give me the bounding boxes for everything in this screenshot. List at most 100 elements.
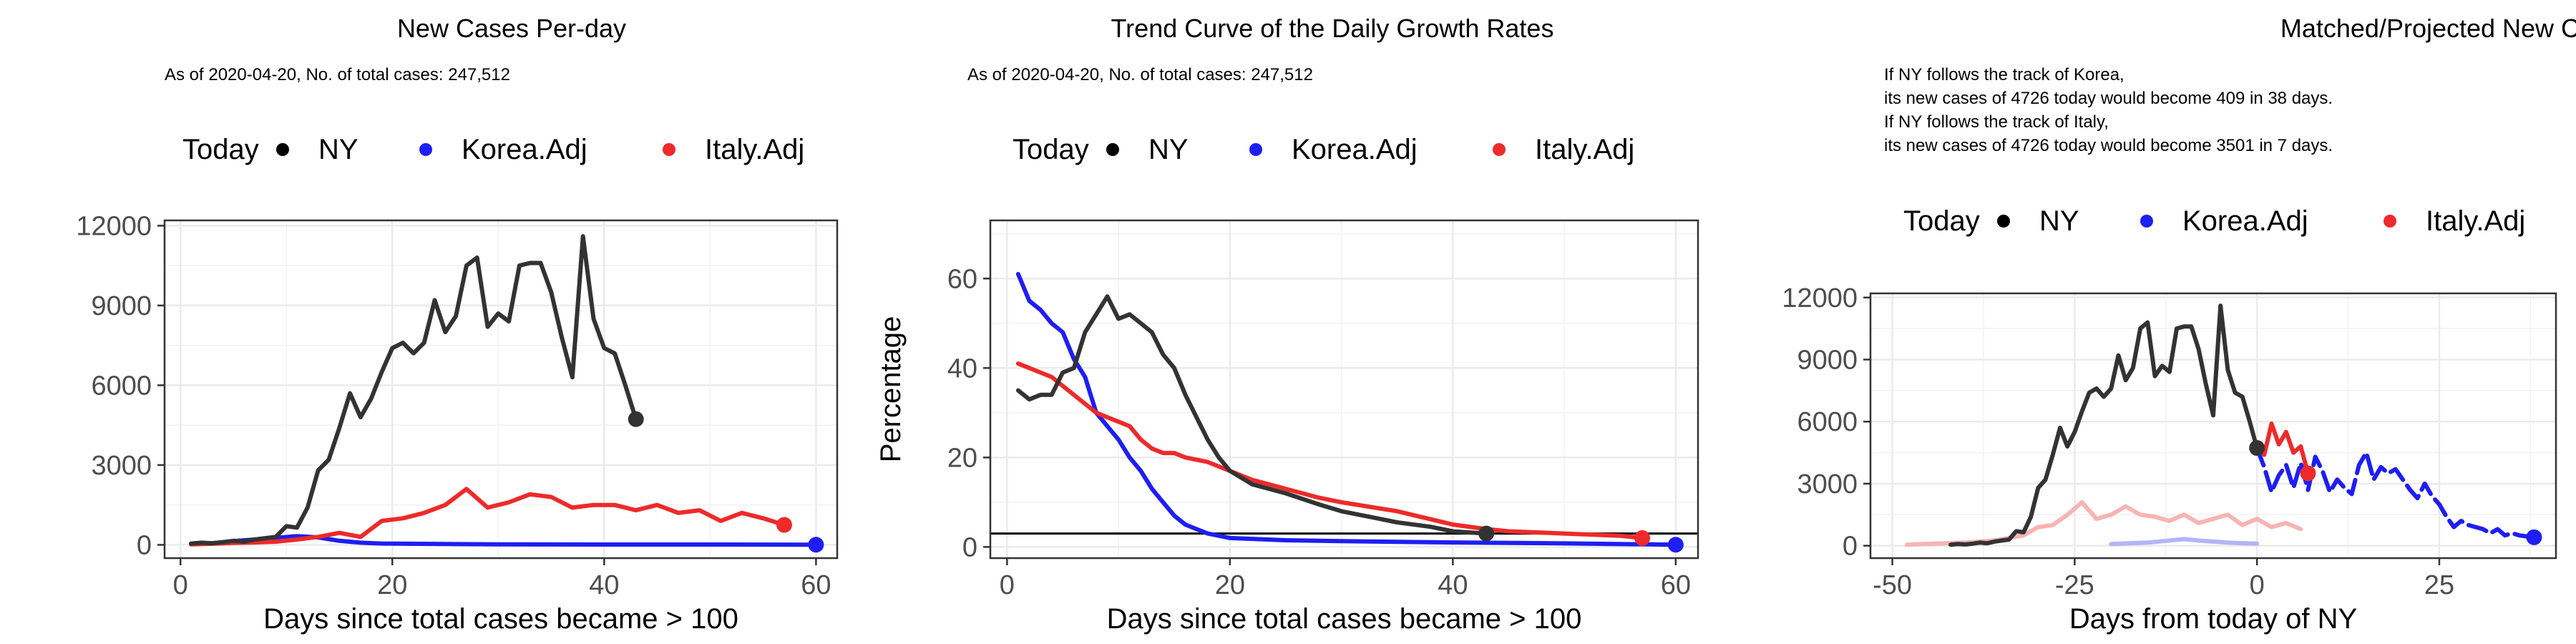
y-tick-label: 9000 bbox=[91, 291, 152, 321]
y-tick-label: 6000 bbox=[1797, 407, 1858, 437]
y-tick-label: 0 bbox=[137, 530, 152, 560]
series-line-korea-adj bbox=[1015, 272, 1678, 547]
legend-key-korea-adj bbox=[419, 143, 432, 156]
legend-title: Today bbox=[1013, 134, 1089, 165]
y-tick-label: 9000 bbox=[1797, 346, 1858, 376]
x-tick-label: 40 bbox=[589, 570, 619, 600]
chart-growth-rates: Trend Curve of the Daily Growth Rates As … bbox=[875, 14, 1699, 635]
chart-panel-new-cases: New Cases Per-day As of 2020-04-20, No. o… bbox=[0, 0, 859, 644]
x-axis-title: Days since total cases became > 100 bbox=[263, 603, 738, 635]
chart-subtitle-line: its new cases of 4726 today would become… bbox=[1884, 136, 2333, 155]
today-point-italy-adj bbox=[776, 517, 792, 533]
series-line-ny bbox=[1015, 294, 1489, 536]
y-axis: 0 20 40 60 bbox=[947, 264, 990, 562]
legend-label: Italy.Adj bbox=[705, 134, 804, 165]
x-tick-label: -50 bbox=[1873, 570, 1912, 600]
chart-projected-cases: Matched/Projected New Cases Per-day If NY… bbox=[1782, 14, 2576, 635]
y-tick-label: 60 bbox=[947, 264, 977, 294]
x-tick-label: 0 bbox=[1000, 570, 1015, 600]
today-point-korea-adj bbox=[1667, 537, 1684, 553]
series-line-italy-adj-matched bbox=[1905, 500, 2303, 547]
gridlines bbox=[165, 220, 837, 558]
series-line-ny bbox=[1948, 303, 2260, 547]
legend-key-italy-adj bbox=[1493, 143, 1506, 156]
legend: Today NY Korea.Adj Italy.Adj bbox=[182, 134, 804, 165]
series-line-ny bbox=[189, 234, 638, 546]
series-line-italy-adj bbox=[2255, 421, 2311, 476]
today-point-ny bbox=[628, 411, 644, 427]
x-tick-label: 20 bbox=[377, 570, 407, 600]
series-lines bbox=[189, 234, 819, 547]
y-tick-label: 20 bbox=[947, 443, 977, 473]
chart-subtitle-line: As of 2020-04-20, No. of total cases: 24… bbox=[165, 65, 510, 84]
legend-key-ny bbox=[276, 143, 289, 156]
today-points bbox=[2249, 440, 2542, 545]
y-axis: 0 3000 6000 9000 12000 bbox=[76, 211, 165, 560]
legend-label: NY bbox=[1148, 134, 1189, 165]
today-point-italy-adj bbox=[1634, 530, 1651, 546]
legend-title: Today bbox=[1903, 205, 1980, 237]
legend-key-italy-adj bbox=[663, 143, 675, 156]
legend: Today NY Korea.Adj Italy.Adj bbox=[1013, 134, 1634, 165]
plot-area bbox=[1870, 293, 2556, 558]
legend-label: Korea.Adj bbox=[1292, 134, 1418, 165]
legend-label: Italy.Adj bbox=[1535, 134, 1634, 165]
x-axis-title: Days since total cases became > 100 bbox=[1107, 603, 1582, 635]
plot-area bbox=[165, 220, 837, 558]
x-axis: 0 20 40 60 bbox=[1000, 558, 1691, 600]
today-point-ny bbox=[2249, 440, 2265, 457]
plot-area bbox=[990, 220, 1698, 558]
chart-subtitle-line: If NY follows the track of Korea, bbox=[1884, 65, 2124, 84]
y-tick-label: 3000 bbox=[91, 451, 152, 481]
x-tick-label: 25 bbox=[2424, 570, 2454, 600]
y-tick-label: 3000 bbox=[1797, 469, 1858, 499]
chart-title: New Cases Per-day bbox=[397, 14, 626, 43]
today-points bbox=[628, 411, 824, 553]
legend-key-italy-adj bbox=[2384, 215, 2396, 228]
y-tick-label: 6000 bbox=[91, 371, 152, 401]
legend-label: Korea.Adj bbox=[2182, 205, 2308, 237]
y-tick-label: 40 bbox=[947, 353, 977, 384]
x-tick-label: 60 bbox=[1661, 570, 1691, 600]
y-axis: 0 3000 6000 9000 12000 bbox=[1782, 283, 1870, 562]
x-tick-label: 60 bbox=[801, 570, 831, 600]
chart-new-cases: New Cases Per-day As of 2020-04-20, No. o… bbox=[76, 14, 839, 635]
x-tick-label: -25 bbox=[2055, 570, 2094, 600]
chart-subtitle-line: As of 2020-04-20, No. of total cases: 24… bbox=[967, 65, 1313, 84]
legend-key-korea-adj bbox=[2140, 215, 2153, 228]
y-tick-label: 0 bbox=[1843, 532, 1858, 562]
series-line-italy-adj bbox=[1015, 361, 1645, 540]
plot-border bbox=[163, 219, 839, 560]
legend-title: Today bbox=[182, 134, 259, 165]
legend-key-ny bbox=[1106, 143, 1119, 156]
plot-border bbox=[1869, 292, 2557, 560]
x-axis: 0 20 40 60 bbox=[173, 558, 831, 600]
chart-title: Trend Curve of the Daily Growth Rates bbox=[1111, 14, 1554, 43]
chart-panel-growth-rates: Trend Curve of the Daily Growth Rates As … bbox=[859, 0, 1717, 644]
y-tick-label: 12000 bbox=[1782, 283, 1858, 313]
legend-label: Korea.Adj bbox=[462, 134, 587, 165]
y-tick-label: 0 bbox=[962, 532, 977, 562]
legend-key-ny bbox=[1997, 215, 2010, 228]
x-tick-label: 20 bbox=[1215, 570, 1245, 600]
chart-panel-projected: Matched/Projected New Cases Per-day If NY… bbox=[1717, 0, 2576, 644]
legend: Today NY Korea.Adj Italy.Adj bbox=[1903, 205, 2525, 237]
chart-subtitle-line: If NY follows the track of Italy, bbox=[1884, 112, 2109, 132]
series-line-korea-adj-matched bbox=[2109, 537, 2260, 547]
plot-border bbox=[989, 219, 1699, 560]
chart-subtitle-line: its new cases of 4726 today would become… bbox=[1884, 89, 2333, 108]
y-tick-label: 12000 bbox=[76, 211, 152, 241]
legend-label: Italy.Adj bbox=[2426, 205, 2525, 237]
today-point-korea-adj bbox=[2526, 529, 2542, 545]
x-axis: -50 -25 0 25 bbox=[1873, 558, 2454, 600]
legend-key-korea-adj bbox=[1249, 143, 1262, 156]
x-tick-label: 40 bbox=[1438, 570, 1468, 600]
legend-label: NY bbox=[318, 134, 358, 165]
series-lines bbox=[1015, 272, 1678, 547]
x-tick-label: 0 bbox=[173, 570, 188, 600]
x-tick-label: 0 bbox=[2250, 570, 2265, 600]
today-points bbox=[1478, 525, 1684, 553]
legend-label: NY bbox=[2039, 205, 2079, 237]
chart-title: Matched/Projected New Cases Per-day bbox=[2280, 14, 2576, 43]
